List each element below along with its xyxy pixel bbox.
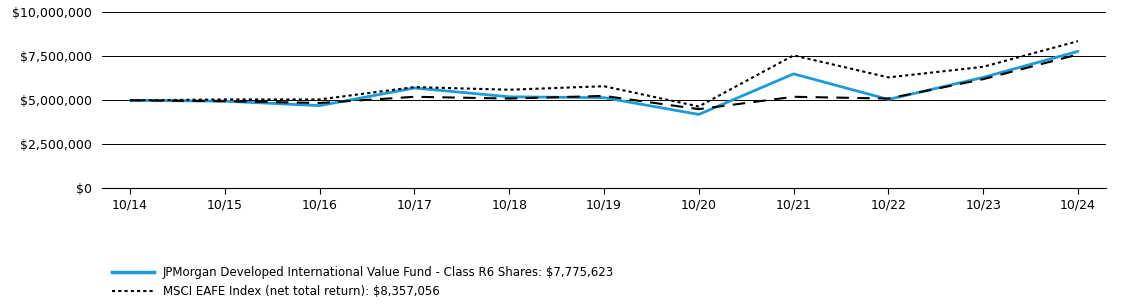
Legend: JPMorgan Developed International Value Fund - Class R6 Shares: $7,775,623, MSCI : JPMorgan Developed International Value F…: [107, 261, 619, 304]
